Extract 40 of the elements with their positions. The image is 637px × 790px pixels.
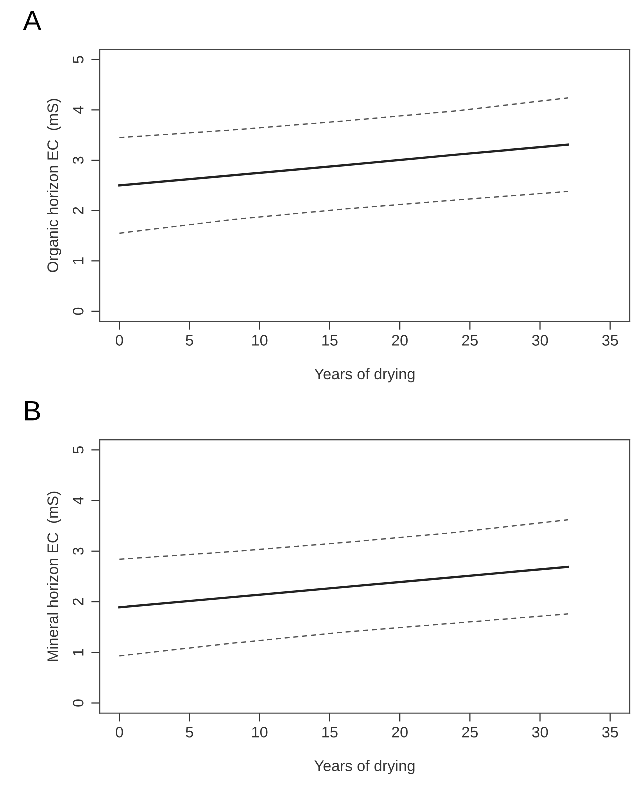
x-tick-label: 25 <box>462 335 478 346</box>
x-tick-label: 5 <box>186 335 194 346</box>
x-tick-label: 25 <box>462 726 478 738</box>
y-tick-label: 2 <box>72 598 84 606</box>
y-tick-label: 4 <box>73 106 84 114</box>
line-series <box>119 97 569 138</box>
y-tick-label: 2 <box>72 207 84 214</box>
y-tick-label: 1 <box>73 258 84 264</box>
x-tick-label: 35 <box>602 335 618 346</box>
y-tick-label: 3 <box>72 156 84 164</box>
chart-title: A <box>23 11 42 30</box>
x-tick-label: 10 <box>252 335 268 346</box>
y-axis-title: Mineral horizon EC (mS) <box>47 492 62 662</box>
y-tick-label: 4 <box>73 496 84 505</box>
line-series <box>119 519 569 560</box>
y-tick-label: 1 <box>73 649 84 656</box>
x-tick-label: 30 <box>532 726 548 738</box>
y-tick-label: 5 <box>73 56 84 64</box>
x-tick-label: 5 <box>186 727 194 738</box>
x-tick-label: 10 <box>252 726 268 738</box>
chart-title: B <box>25 401 40 421</box>
y-tick-label: 0 <box>72 700 84 707</box>
y-tick-label: 3 <box>72 548 84 556</box>
y-axis-title: Organic horizon EC (mS) <box>47 99 62 272</box>
x-tick-label: 15 <box>322 727 338 738</box>
x-tick-label: 0 <box>116 726 124 738</box>
line-series <box>119 191 569 234</box>
x-tick-label: 20 <box>392 726 408 738</box>
x-axis-title: Years of drying <box>314 368 415 383</box>
line-series <box>119 614 569 657</box>
line-series <box>118 566 570 609</box>
x-axis-title: Years of drying <box>314 760 415 774</box>
x-tick-label: 15 <box>322 335 338 346</box>
x-tick-label: 20 <box>392 335 408 346</box>
y-tick-label: 0 <box>72 308 84 316</box>
x-tick-label: 0 <box>116 335 124 346</box>
x-tick-label: 35 <box>602 726 618 738</box>
line-series <box>118 144 570 187</box>
y-tick-label: 5 <box>73 446 84 454</box>
x-tick-label: 30 <box>532 335 548 346</box>
